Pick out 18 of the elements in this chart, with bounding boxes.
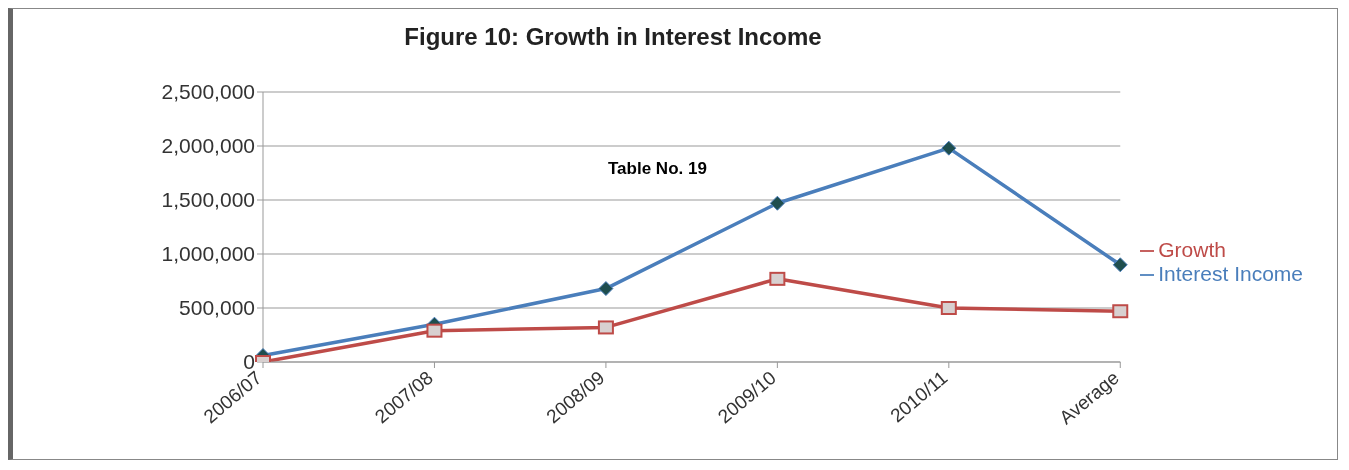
- y-tick-label: 500,000: [179, 296, 255, 320]
- y-tick-label: 1,000,000: [161, 242, 255, 266]
- point: [1112, 304, 1129, 319]
- point: [940, 301, 957, 315]
- point: [769, 271, 786, 286]
- point: [426, 323, 443, 338]
- chart-title: Figure 10: Growth in Interest Income: [403, 23, 823, 51]
- legend-label: Interest Income: [1158, 262, 1303, 285]
- y-tick-label: 1,500,000: [161, 188, 255, 212]
- point: [941, 140, 957, 156]
- point: [597, 320, 614, 335]
- legend-label: Growth: [1158, 238, 1226, 261]
- point: [769, 195, 785, 211]
- annotation: Table No. 19: [608, 159, 707, 179]
- y-tick-label: 2,000,000: [161, 134, 255, 158]
- point: [598, 281, 614, 297]
- y-tick-label: 2,500,000: [161, 80, 255, 104]
- point: [1112, 257, 1128, 273]
